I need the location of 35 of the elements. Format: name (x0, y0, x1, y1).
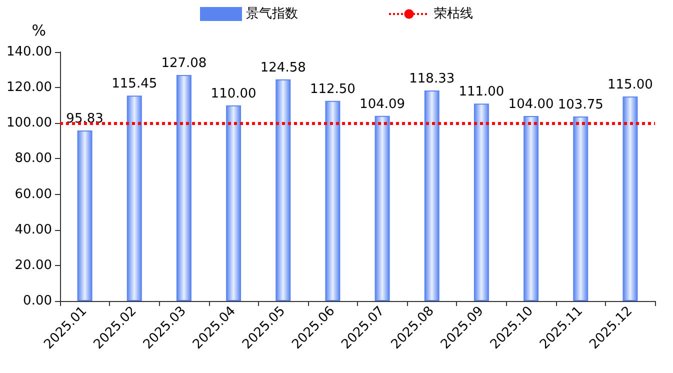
bar (226, 105, 242, 301)
bar (325, 100, 340, 301)
data-label: 124.58 (260, 60, 306, 76)
data-label: 115.00 (607, 77, 653, 92)
bar (77, 130, 92, 301)
bar (573, 116, 588, 301)
y-axis-title: % (32, 22, 46, 40)
bar (474, 104, 489, 301)
bar (622, 96, 638, 301)
bar (374, 116, 390, 301)
data-label: 104.00 (508, 97, 554, 112)
bar (176, 74, 192, 301)
data-label: 103.75 (558, 97, 604, 112)
y-tick-label: 40.00 (14, 222, 52, 238)
data-label: 127.08 (161, 56, 207, 71)
data-label: 118.33 (409, 72, 455, 87)
data-label: 110.00 (210, 86, 256, 102)
y-tick-label: 140.00 (6, 44, 52, 60)
y-tick-label: 80.00 (14, 151, 52, 166)
data-label: 112.50 (310, 82, 356, 97)
legend-label: 荣枯线 (434, 6, 473, 22)
y-tick-label: 20.00 (14, 258, 52, 273)
y-tick-label: 100.00 (6, 116, 52, 131)
data-label: 115.45 (112, 76, 158, 92)
data-label: 111.00 (458, 84, 504, 100)
y-tick-label: 60.00 (14, 186, 52, 202)
data-label: 104.09 (360, 96, 406, 112)
data-label: 95.83 (66, 112, 104, 127)
y-tick-label: 120.00 (6, 80, 52, 96)
bar (126, 96, 142, 301)
bar (276, 79, 291, 301)
legend-label: 景气指数 (246, 6, 298, 22)
y-tick-label: 0.00 (23, 294, 52, 308)
bar (524, 116, 539, 301)
bar (424, 90, 440, 301)
